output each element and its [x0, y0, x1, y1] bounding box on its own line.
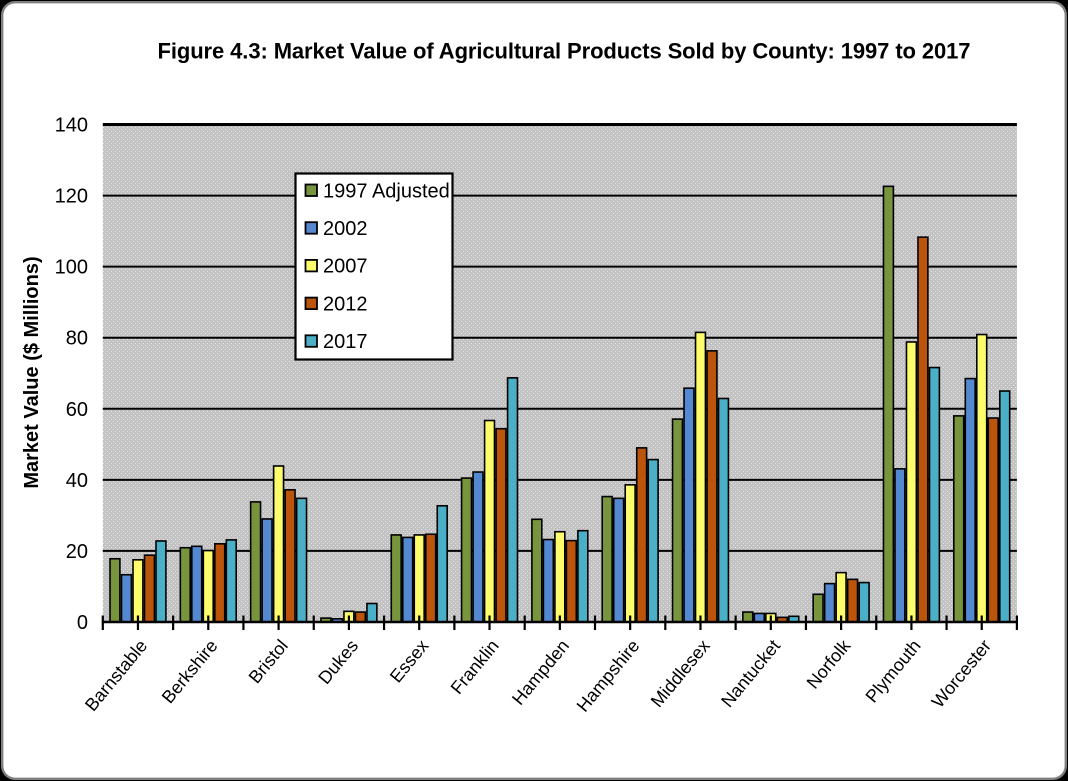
svg-text:80: 80 [66, 328, 88, 350]
svg-text:0: 0 [77, 612, 88, 634]
svg-text:2002: 2002 [323, 218, 368, 240]
svg-text:20: 20 [66, 541, 88, 563]
svg-text:40: 40 [66, 470, 88, 492]
svg-text:100: 100 [55, 257, 88, 279]
svg-text:Market Value ($ Millions): Market Value ($ Millions) [21, 256, 43, 488]
svg-text:2012: 2012 [323, 293, 368, 315]
svg-text:140: 140 [55, 115, 88, 137]
svg-text:2007: 2007 [323, 256, 368, 278]
svg-text:2017: 2017 [323, 331, 368, 353]
svg-text:120: 120 [55, 186, 88, 208]
svg-text:Figure 4.3: Market Value of Ag: Figure 4.3: Market Value of Agricultural… [158, 39, 971, 64]
svg-text:60: 60 [66, 399, 88, 421]
svg-text:1997 Adjusted: 1997 Adjusted [323, 180, 450, 202]
